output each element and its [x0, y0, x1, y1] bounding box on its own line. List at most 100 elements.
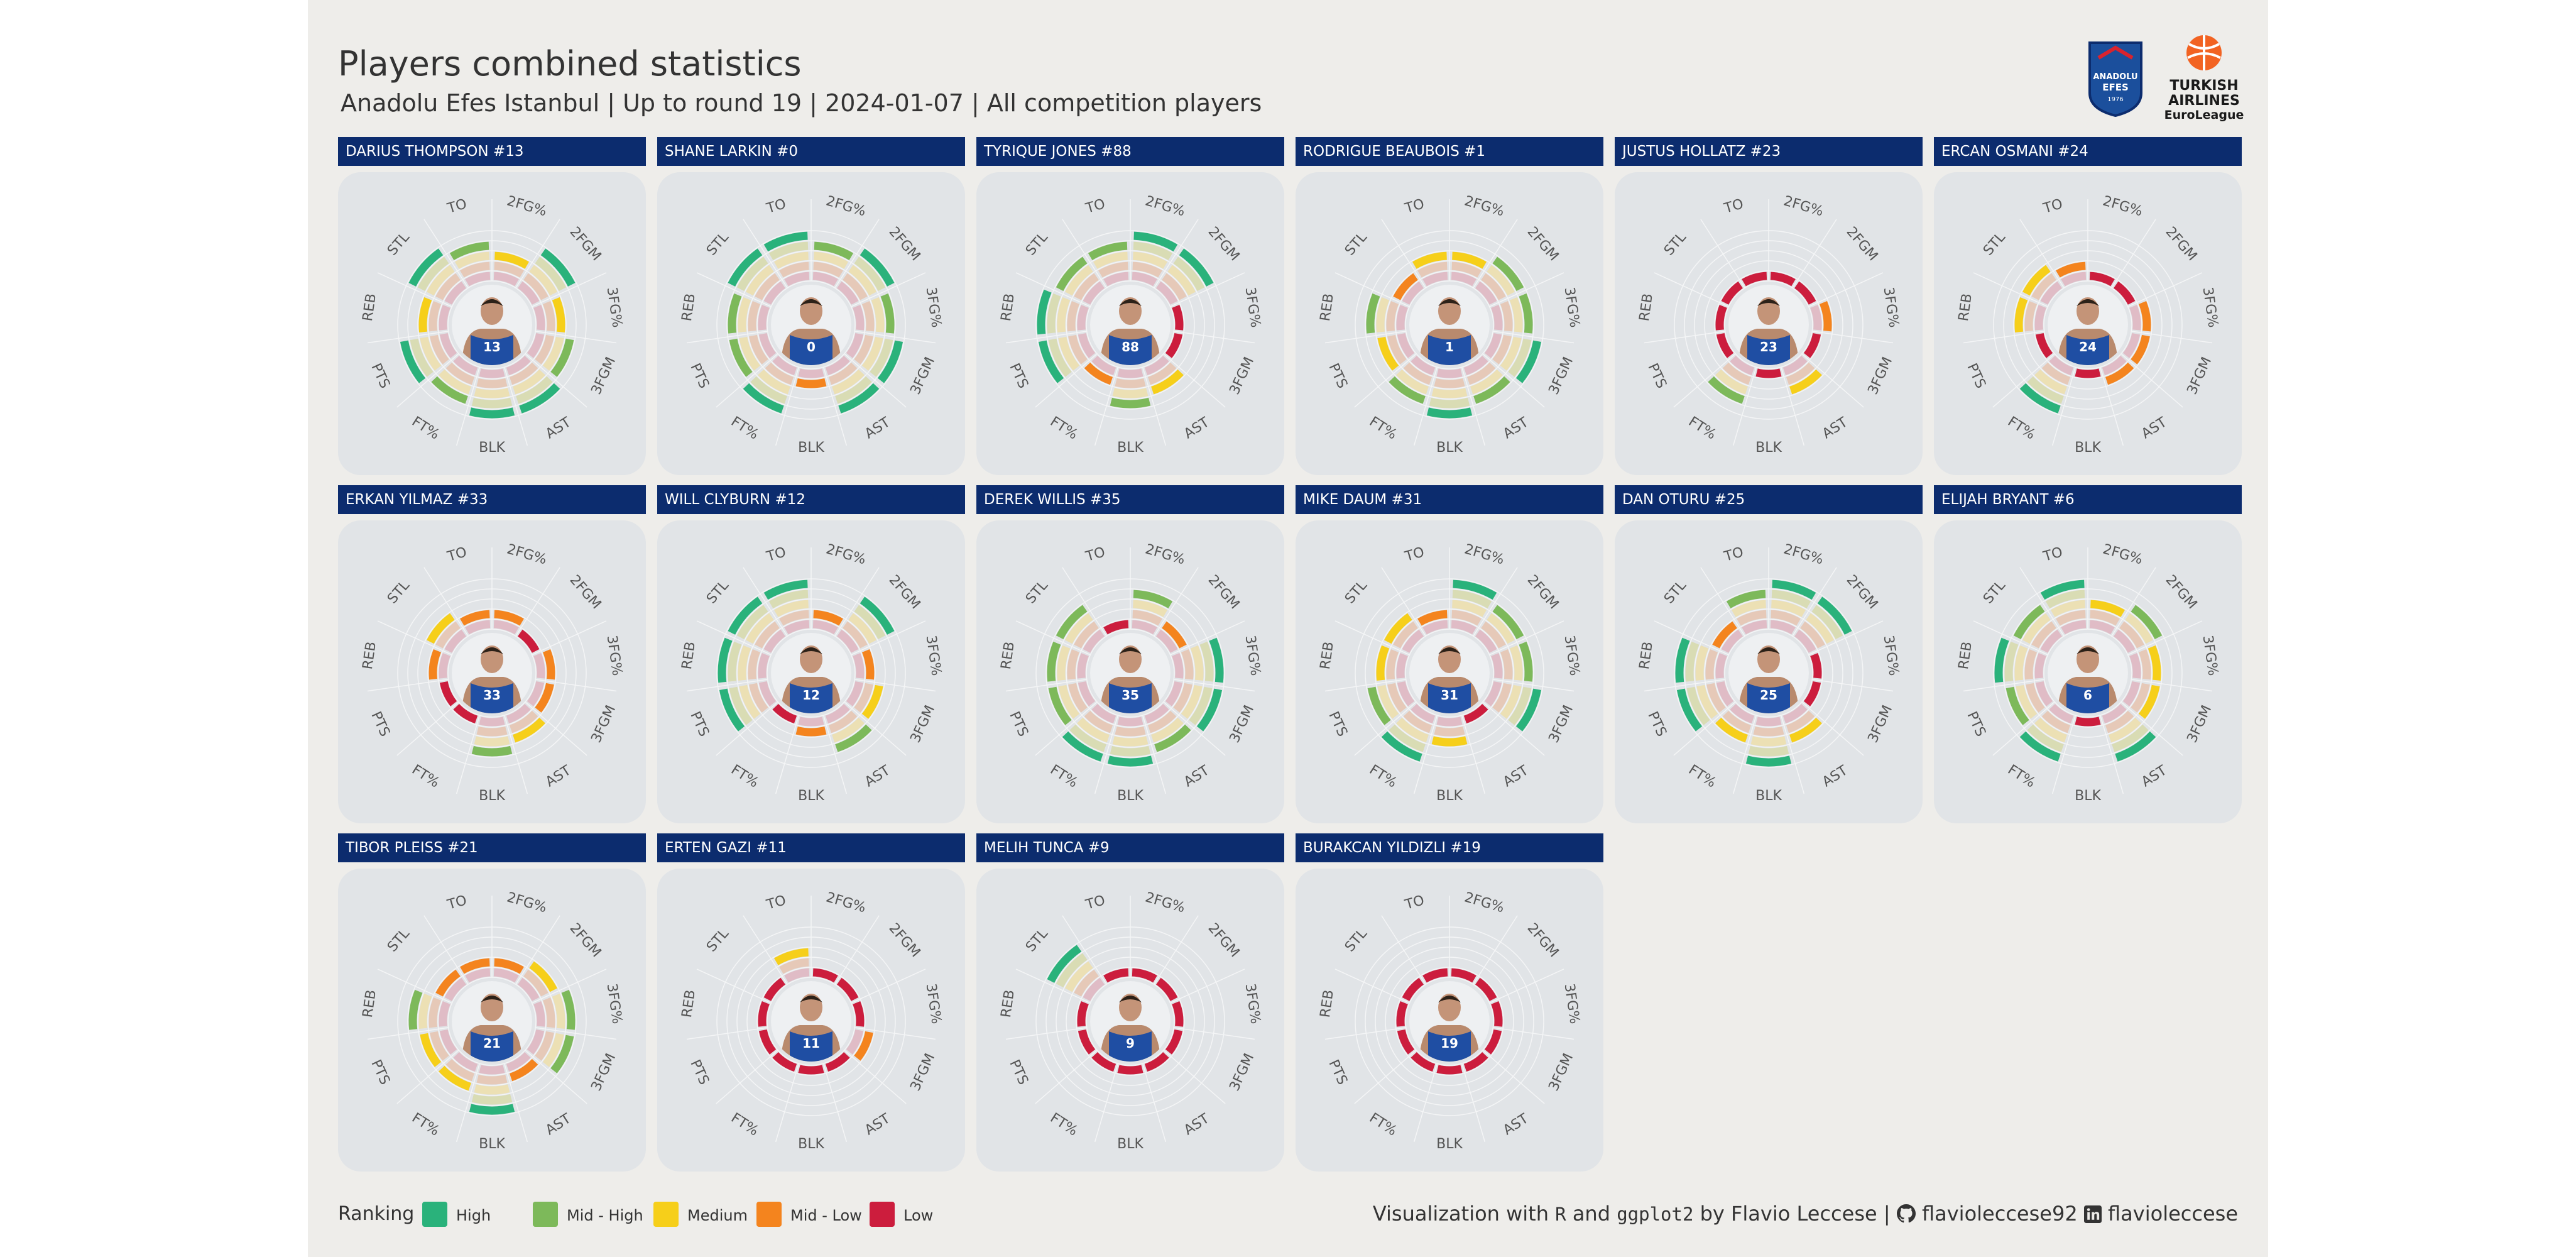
credit-github: flavioleccese92: [1921, 1202, 2078, 1226]
stat-label: FT%: [1047, 1110, 1081, 1139]
stat-label: TO: [445, 892, 469, 913]
guide-spoke: [2100, 366, 2124, 446]
stat-bar-segment: [1173, 683, 1192, 713]
stat-bar-segment: [1755, 716, 1782, 727]
player-name: DARIUS THOMPSON #13: [338, 137, 646, 166]
guide-spoke: [1015, 969, 1091, 1004]
stat-bar-segment: [736, 256, 768, 292]
stat-bar-segment: [418, 297, 432, 332]
guide-spoke: [2051, 715, 2076, 794]
stat-bar-segment: [1132, 272, 1157, 287]
stat-label: 2FG%: [2101, 541, 2144, 568]
stat-bar-segment: [2112, 724, 2149, 752]
stat-bar-segment: [1481, 621, 1506, 649]
stat-bar-segment: [1386, 649, 1399, 680]
stat-bar-segment: [1172, 304, 1184, 331]
stat-bar-segment: [861, 684, 883, 719]
stat-bar-segment: [476, 726, 508, 737]
guide-spoke: [1473, 219, 1518, 288]
stat-bar-segment: [758, 1029, 777, 1055]
stat-bar-segment: [1470, 369, 1503, 395]
stat-label: 3FGM: [588, 703, 619, 745]
stat-bar-segment: [738, 297, 751, 332]
stat-label: 2FGM: [567, 572, 604, 612]
radial-chart: 2FG% 2FGM 3FG% 3FGM AST BLK FT% PTS REB STL TO 35: [998, 541, 1263, 804]
stat-bar-segment: [837, 281, 859, 305]
stat-bar-segment: [825, 1051, 850, 1072]
stat-bar-segment: [765, 362, 794, 385]
stat-bar-segment: [1078, 332, 1096, 358]
guide-spoke: [1005, 679, 1087, 692]
stat-bar-segment: [439, 1029, 457, 1055]
radial-chart: 2FG% 2FGM 3FG% 3FGM AST BLK FT% PTS REB STL TO 24: [1956, 193, 2220, 456]
stat-bar-segment: [1770, 620, 1796, 635]
stat-bar-segment: [529, 265, 557, 296]
guide-spoke: [1489, 272, 1564, 307]
stat-bar-segment: [1133, 600, 1168, 617]
guide-spoke: [1334, 969, 1410, 1004]
stat-bar-segment: [1117, 1065, 1143, 1075]
stat-bar-segment: [460, 958, 490, 974]
player-card: JUSTUS HOLLATZ #23 2FG% 2FGM 3FG% 3FGM AST BLK…: [1615, 137, 1923, 475]
player-name: DEREK WILLIS #35: [976, 485, 1284, 514]
stat-bar-segment: [1721, 281, 1743, 305]
stat-label: AST: [1500, 1111, 1532, 1138]
stat-bar-segment: [1165, 332, 1183, 358]
stat-bar-segment: [1771, 590, 1811, 608]
stat-bar-segment: [1402, 977, 1424, 1001]
stat-bar-segment: [1716, 681, 1734, 706]
stat-label: AST: [543, 414, 574, 442]
stat-bar-segment: [848, 265, 876, 296]
stat-bar-segment: [1396, 1001, 1408, 1027]
stat-bar-segment: [469, 407, 515, 419]
player-photo: [1090, 285, 1171, 365]
stat-bar-segment: [1492, 683, 1512, 713]
guide-spoke: [844, 353, 907, 408]
radial-chart: 2FG% 2FGM 3FG% 3FGM AST BLK FT% PTS REB STL TO 31: [1318, 541, 1582, 804]
stat-label: REB: [998, 640, 1018, 670]
stat-bar-segment: [2026, 683, 2045, 713]
stat-bar-segment: [773, 600, 809, 617]
stat-bar-segment: [2031, 621, 2056, 649]
stat-bar-segment: [1721, 629, 1743, 653]
stat-label: AST: [862, 1111, 893, 1138]
guide-spoke: [1005, 331, 1087, 344]
efes-logo-line2: EFES: [2102, 82, 2129, 93]
stat-bar-segment: [739, 684, 761, 719]
guide-spoke: [1142, 366, 1167, 446]
stat-label: REB: [1956, 292, 1975, 322]
guide-spoke: [1324, 331, 1406, 344]
stat-bar-segment: [408, 989, 423, 1030]
player-card: DAN OTURU #25 2FG% 2FGM 3FG% 3FGM AST BLK FT% PT…: [1615, 485, 1923, 823]
stat-bar-segment: [861, 300, 875, 332]
stat-bar-segment: [835, 376, 872, 404]
radial-chart: 2FG% 2FGM 3FG% 3FGM AST BLK FT% PTS REB STL TO 11: [679, 889, 944, 1152]
stat-bar-segment: [755, 273, 780, 300]
guide-spoke: [1963, 331, 2044, 344]
jersey-number: 13: [483, 339, 501, 354]
stat-bar-segment: [768, 241, 809, 260]
stat-bar-segment: [2125, 613, 2153, 644]
stat-bar-segment: [444, 281, 466, 305]
stat-bar-segment: [837, 629, 859, 653]
stat-bar-segment: [1515, 340, 1542, 383]
stat-bar-segment: [1695, 645, 1709, 681]
stat-bar-segment: [758, 681, 777, 706]
guide-spoke: [1035, 701, 1098, 756]
euroleague-logo-line1: TURKISH: [2169, 78, 2239, 94]
stat-label: TO: [1402, 544, 1426, 565]
stat-bar-segment: [1473, 376, 1510, 404]
stat-bar-segment: [2131, 605, 2163, 640]
stat-label: BLK: [2075, 440, 2101, 456]
stat-bar-segment: [1994, 637, 2009, 683]
stat-bar-segment: [1422, 272, 1448, 287]
stat-bar-segment: [474, 736, 510, 747]
stat-bar-segment: [1431, 736, 1468, 747]
guide-spoke: [2120, 353, 2183, 408]
stat-bar-segment: [552, 297, 565, 332]
guide-spoke: [1732, 715, 1757, 794]
stat-label: PTS: [1963, 710, 1989, 739]
stat-bar-segment: [1156, 977, 1178, 1001]
stat-bar-segment: [1393, 621, 1418, 649]
stat-bar-segment: [428, 997, 442, 1028]
